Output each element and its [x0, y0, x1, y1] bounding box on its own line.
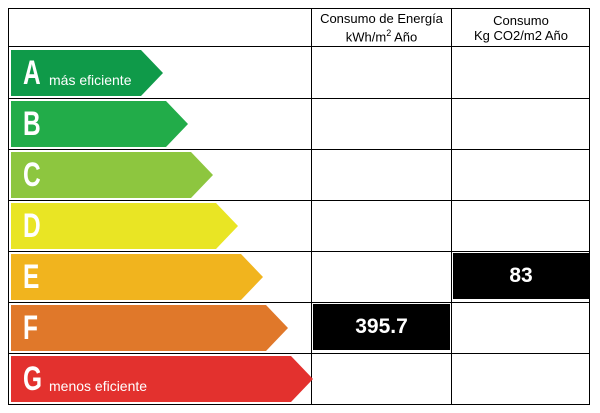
- energy-value-box: 395.7: [313, 304, 450, 350]
- co2-header-line1: Consumo: [493, 13, 549, 28]
- header-divider: [9, 46, 589, 47]
- co2-value-box: 83: [453, 253, 589, 299]
- column-divider: [311, 9, 312, 404]
- energy-column-header: Consumo de Energía kWh/m2 Año: [312, 9, 451, 47]
- rating-label: menos eficiente: [49, 378, 148, 394]
- rating-arrow-b: B: [11, 101, 188, 147]
- co2-header-line2: Kg CO2/m2 Año: [474, 28, 568, 43]
- rating-arrow-d: D: [11, 203, 238, 249]
- rating-label: más eficiente: [49, 72, 132, 88]
- rating-letter: G: [23, 360, 43, 398]
- rating-letter: A: [23, 54, 41, 92]
- rating-arrow-e: E: [11, 254, 263, 300]
- energy-header-line1: Consumo de Energía: [320, 11, 443, 27]
- row-divider: [9, 302, 589, 303]
- rating-letter: D: [23, 207, 41, 245]
- column-divider: [451, 9, 452, 404]
- co2-column-header: Consumo Kg CO2/m2 Año: [452, 9, 590, 47]
- rating-letter: C: [23, 156, 41, 194]
- row-divider: [9, 98, 589, 99]
- row-divider: [9, 251, 589, 252]
- rating-letter: F: [23, 309, 38, 347]
- energy-unit-sup: 2: [386, 28, 392, 39]
- rating-arrow-c: C: [11, 152, 213, 198]
- rating-letter: E: [23, 258, 40, 296]
- row-divider: [9, 149, 589, 150]
- energy-unit-end: Año: [391, 29, 418, 45]
- energy-header-line2: kWh/m2 Año: [346, 26, 418, 44]
- row-divider: [9, 200, 589, 201]
- rating-arrow-f: F: [11, 305, 288, 351]
- energy-label-table: Consumo de Energía kWh/m2 Año Consumo Kg…: [8, 8, 590, 405]
- rating-letter: B: [23, 105, 41, 143]
- row-divider: [9, 353, 589, 354]
- energy-unit: kWh/m: [345, 29, 387, 45]
